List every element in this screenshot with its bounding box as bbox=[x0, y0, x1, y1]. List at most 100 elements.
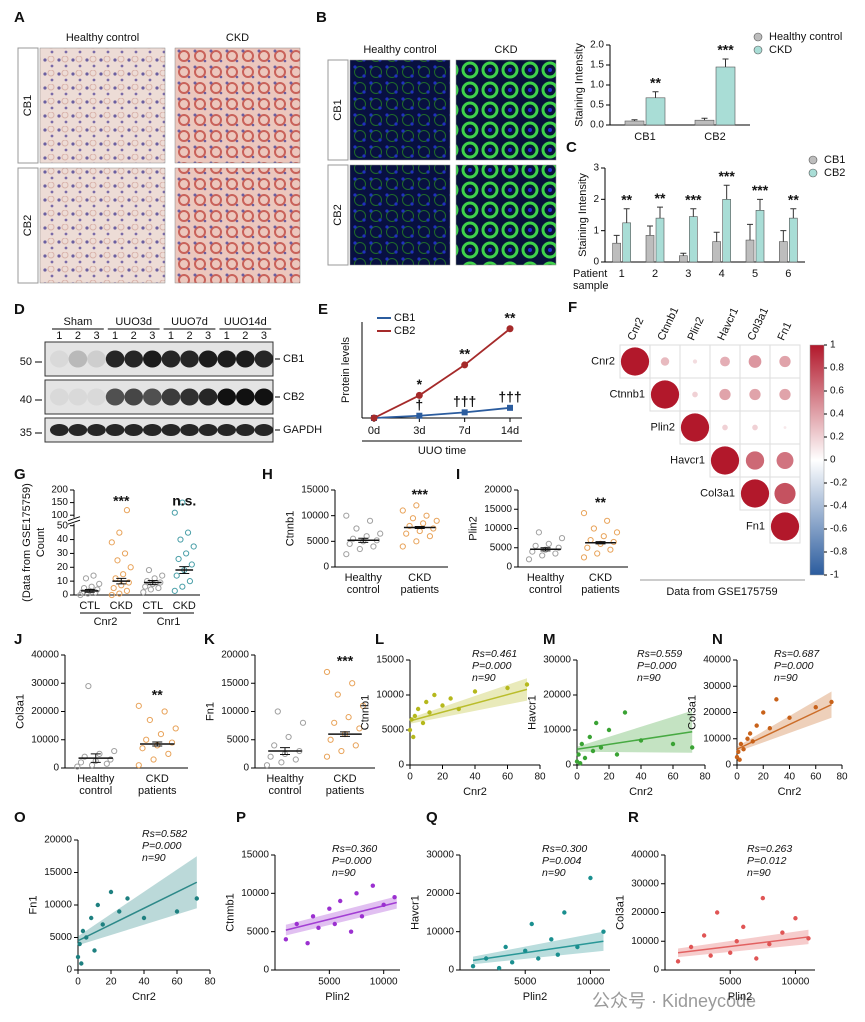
blot-band bbox=[50, 388, 69, 406]
bar bbox=[612, 242, 621, 263]
x-tick-label: 20 bbox=[437, 772, 449, 783]
y-axis-label: Staining Intensity bbox=[577, 173, 589, 257]
x-axis-label: Cnr2 bbox=[463, 786, 487, 798]
significance: *** bbox=[752, 182, 769, 198]
data-point bbox=[579, 741, 584, 747]
lane-number: 3 bbox=[205, 330, 211, 342]
blot-group: UUO7d bbox=[171, 316, 208, 328]
significance: ††† bbox=[498, 389, 521, 405]
y-tick-label: 10000 bbox=[703, 733, 731, 744]
panel-label: O bbox=[14, 809, 26, 826]
y-axis-label: Havcr1 bbox=[410, 895, 422, 930]
micrograph bbox=[174, 167, 301, 284]
data-point bbox=[767, 726, 773, 731]
x-axis-label: Cnr2 bbox=[778, 786, 802, 798]
fit-line bbox=[409, 688, 528, 722]
fit-line bbox=[736, 703, 832, 750]
y-tick-label: 40000 bbox=[703, 655, 731, 666]
bar bbox=[694, 119, 715, 126]
y-tick-label: 5000 bbox=[50, 932, 73, 943]
data-point bbox=[100, 922, 105, 927]
y-tick-label: 30000 bbox=[703, 681, 731, 692]
data-point bbox=[110, 584, 117, 592]
colorbar-label: 0 bbox=[830, 455, 836, 466]
data-point bbox=[754, 956, 759, 961]
y-axis-label: Ctnnb1 bbox=[360, 695, 372, 730]
bar bbox=[645, 235, 655, 263]
blot-band bbox=[87, 350, 106, 368]
y-tick-label: 10000 bbox=[241, 888, 269, 899]
x-tick-label: 0 bbox=[574, 772, 580, 783]
x-tick-label: 40 bbox=[784, 772, 796, 783]
significance: ** bbox=[152, 687, 163, 703]
statistic: n=90 bbox=[472, 672, 496, 684]
y-tick-label: 10000 bbox=[376, 690, 404, 701]
data-point bbox=[75, 954, 81, 960]
y-tick-label: 20000 bbox=[543, 690, 571, 701]
y-tick-label: 0 bbox=[725, 760, 731, 771]
data-point bbox=[349, 680, 356, 687]
blot-band bbox=[217, 388, 236, 406]
data-point bbox=[413, 538, 420, 545]
data-point bbox=[423, 512, 430, 519]
data-point bbox=[767, 941, 772, 947]
bar bbox=[622, 222, 631, 263]
data-point bbox=[343, 551, 350, 558]
panel-label: K bbox=[204, 631, 215, 648]
data-point bbox=[299, 719, 307, 726]
data-point bbox=[294, 921, 299, 927]
correlation-dot bbox=[720, 356, 730, 367]
y-tick-label: 40 bbox=[57, 534, 69, 545]
correlation-dot bbox=[745, 451, 765, 470]
lane-number: 2 bbox=[131, 330, 137, 342]
x-tick-label: 0 bbox=[407, 772, 413, 783]
x-tick-label: CTL bbox=[79, 600, 100, 612]
bar bbox=[655, 217, 665, 263]
y-axis-label: Count bbox=[35, 528, 47, 557]
data-point bbox=[354, 891, 359, 896]
significance: * bbox=[417, 376, 423, 392]
statistic: n=90 bbox=[542, 867, 566, 879]
statistic: Rs=0.263 bbox=[747, 843, 792, 855]
data-point bbox=[123, 507, 131, 514]
confidence-band bbox=[577, 710, 693, 753]
data-point bbox=[90, 572, 97, 579]
statistic: Rs=0.687 bbox=[774, 648, 820, 660]
x-axis-label: Cnr2 bbox=[629, 786, 653, 798]
x-tick-label: CKD patients bbox=[138, 773, 177, 797]
blot-band bbox=[254, 424, 274, 436]
y-tick-label: 40000 bbox=[31, 650, 59, 661]
statistic: Rs=0.582 bbox=[142, 828, 187, 840]
bar bbox=[689, 216, 698, 263]
blot-band bbox=[105, 388, 125, 406]
x-tick-label: 40 bbox=[469, 772, 481, 783]
y-tick-label: 20000 bbox=[31, 706, 59, 717]
x-tick-label: 40 bbox=[138, 977, 150, 988]
column-header: Healthy control bbox=[363, 44, 436, 56]
error-bar bbox=[747, 223, 753, 241]
data-point bbox=[327, 736, 334, 743]
correlation-dot bbox=[719, 388, 731, 401]
statistic: n=90 bbox=[332, 867, 356, 879]
data-point bbox=[392, 894, 397, 900]
y-axis-label: Fn1 bbox=[205, 702, 217, 721]
blot-band bbox=[143, 350, 162, 368]
x-tick-label: 5000 bbox=[719, 977, 742, 988]
error-bar bbox=[723, 184, 730, 200]
blot-band bbox=[161, 424, 181, 436]
x-tick-label: 5 bbox=[752, 268, 758, 280]
correlation-dot bbox=[779, 355, 791, 368]
column-header: Healthy control bbox=[66, 32, 139, 44]
y-tick-label: 20000 bbox=[484, 485, 512, 496]
correlation-dot bbox=[748, 355, 762, 368]
y-tick-label: 1.0 bbox=[590, 80, 604, 91]
x-tick-label: 60 bbox=[171, 977, 183, 988]
x-tick-label: CB1 bbox=[634, 131, 655, 143]
y-tick-label: 150 bbox=[51, 497, 68, 508]
significance: *** bbox=[718, 168, 735, 184]
data-point bbox=[141, 915, 147, 921]
significance: *** bbox=[412, 486, 429, 502]
colorbar-label: 0.6 bbox=[830, 386, 844, 397]
y-tick-label: 20000 bbox=[703, 707, 731, 718]
